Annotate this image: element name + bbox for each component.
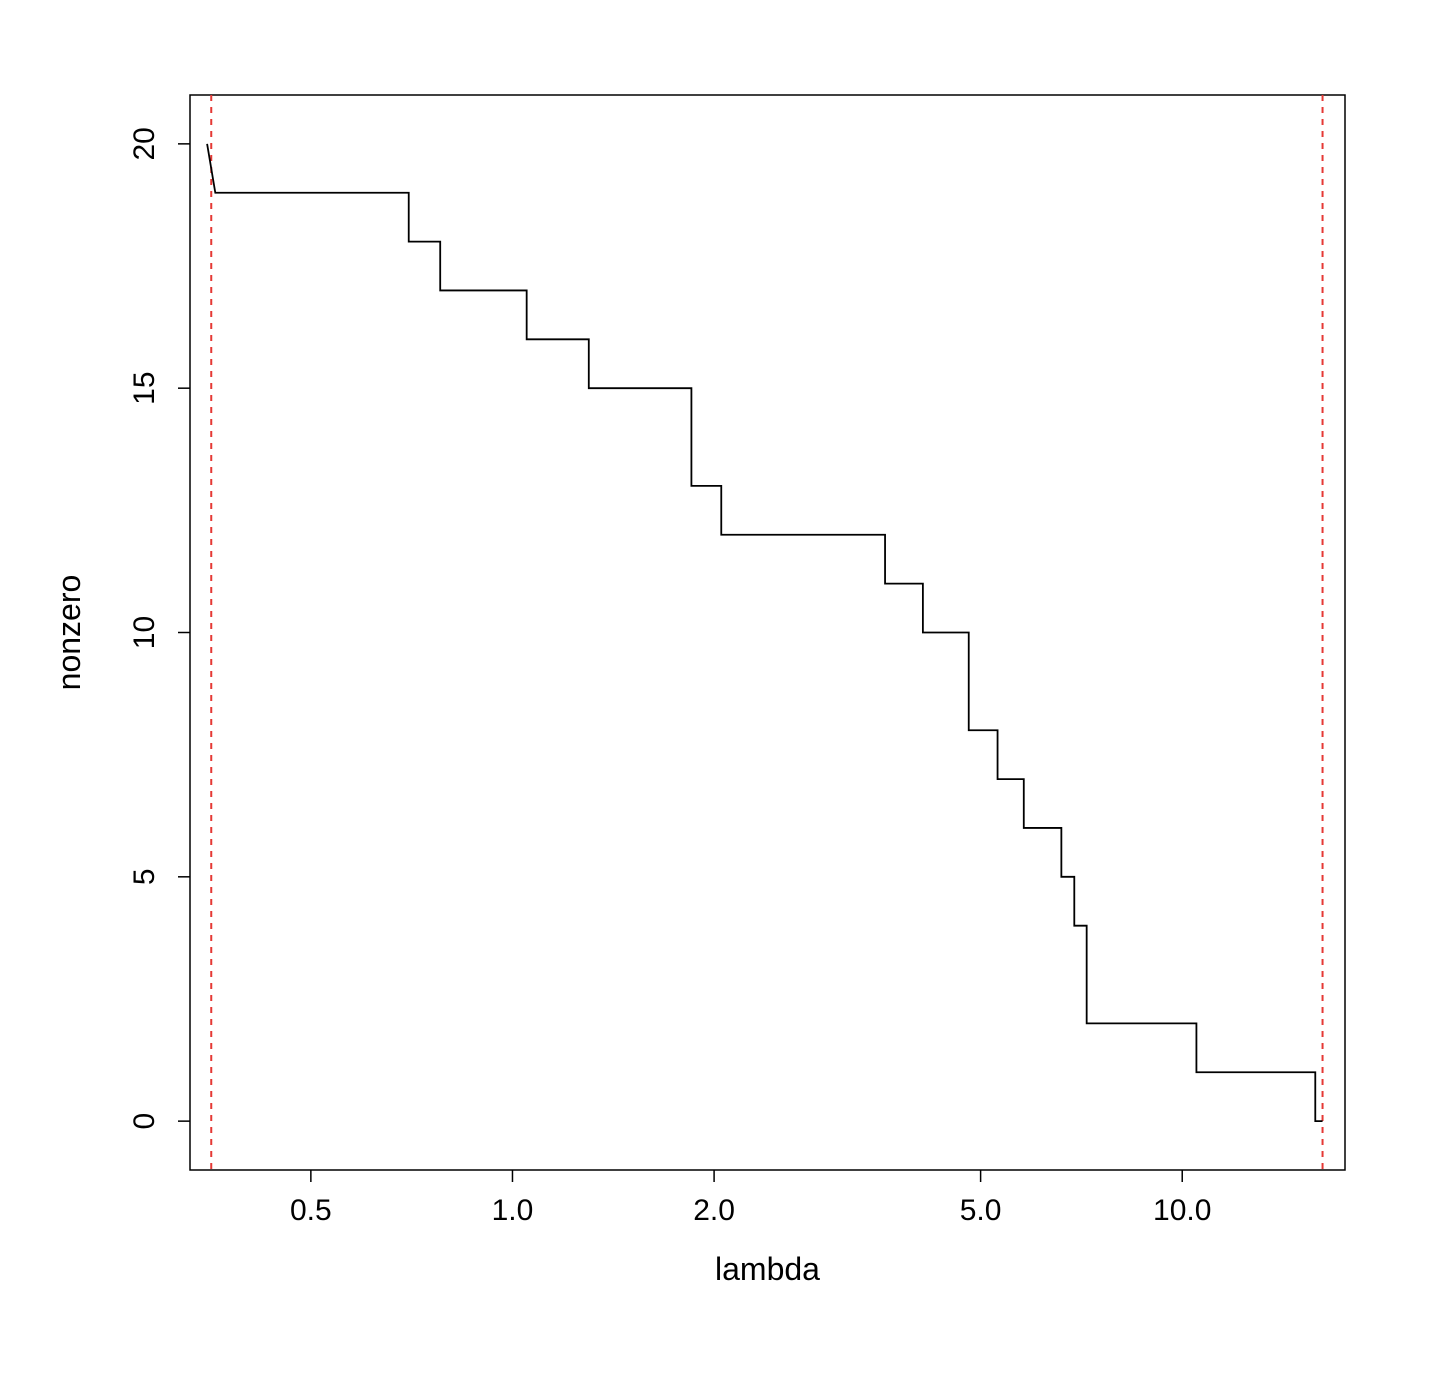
x-axis-label: lambda [715, 1251, 820, 1287]
x-tick-label: 0.5 [290, 1194, 332, 1227]
y-tick-label: 15 [128, 371, 161, 404]
y-axis-label: nonzero [51, 575, 87, 691]
y-tick-label: 0 [128, 1113, 161, 1130]
x-tick-label: 5.0 [960, 1194, 1002, 1227]
x-tick-label: 10.0 [1153, 1194, 1211, 1227]
chart-container: 0.5 1.0 2.0 5.0 10.0 0 5 10 15 20 lambda nonzero [0, 0, 1440, 1376]
step-chart: 0.5 1.0 2.0 5.0 10.0 0 5 10 15 20 lambda nonzero [0, 0, 1440, 1376]
y-tick-label: 20 [128, 127, 161, 160]
y-tick-label: 5 [128, 868, 161, 885]
y-tick-label: 10 [128, 616, 161, 649]
x-tick-label: 2.0 [693, 1194, 735, 1227]
x-tick-label: 1.0 [492, 1194, 534, 1227]
